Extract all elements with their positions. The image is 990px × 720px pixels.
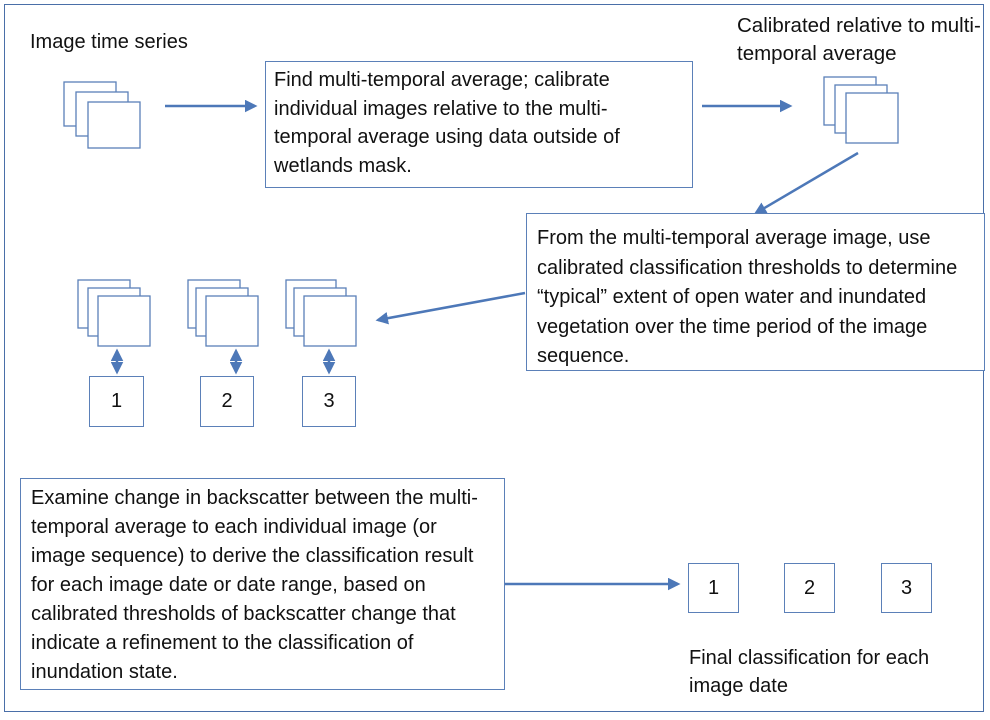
- image-number-box-3: 3: [302, 376, 356, 427]
- final-classification-label: Final classification for each image date: [689, 647, 930, 697]
- image-number-box-2: 2: [200, 376, 254, 427]
- step3-box: Examine change in backscatter between th…: [20, 478, 505, 690]
- calibrated-relative-label: Calibrated relative to multi-temporal av…: [737, 14, 981, 65]
- final-class-box-3: 3: [881, 563, 932, 613]
- image-stack-3-icon: [285, 279, 357, 347]
- image-number-box-1: 1: [89, 376, 144, 427]
- arrow-calibrated-to-step2: [753, 151, 859, 215]
- image-stack-2-icon: [187, 279, 259, 347]
- image-stack-1-icon: [77, 279, 151, 347]
- calibrated-image-stack-icon: [823, 76, 899, 144]
- final-class-box-2: 2: [784, 563, 835, 613]
- arrow-step2-to-stacks: [375, 291, 526, 325]
- image-stack-icon: [63, 81, 141, 149]
- final-class-box-1: 1: [688, 563, 739, 613]
- step2-box: From the multi-temporal average image, u…: [526, 213, 985, 371]
- step1-box: Find multi-temporal average; calibrate i…: [265, 61, 693, 188]
- image-time-series-label: Image time series: [30, 31, 188, 53]
